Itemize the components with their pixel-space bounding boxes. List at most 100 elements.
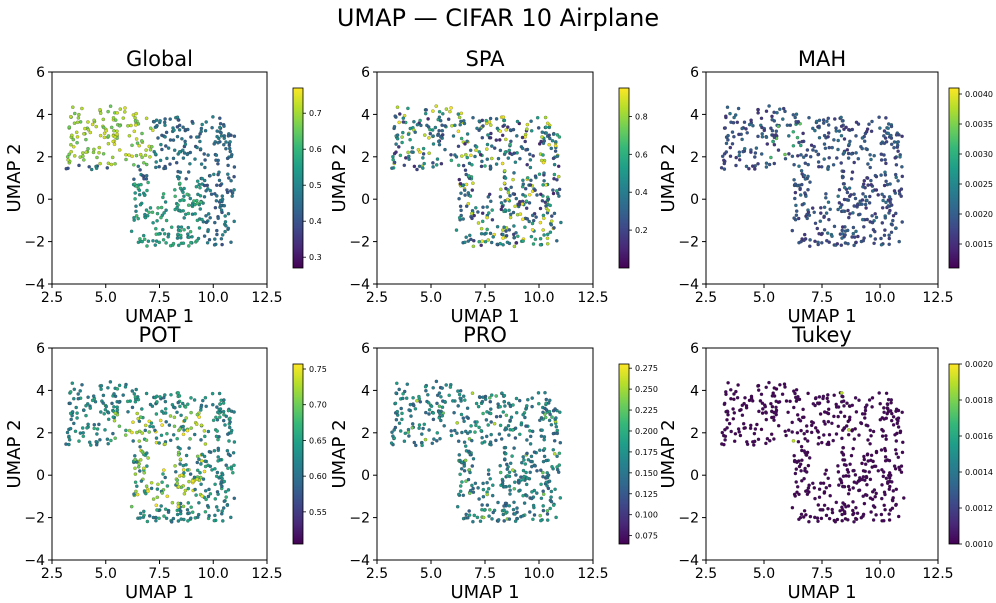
scatter-point bbox=[200, 217, 204, 222]
scatter-point bbox=[796, 216, 801, 221]
scatter-point bbox=[183, 139, 187, 144]
scatter-point bbox=[765, 142, 770, 146]
scatter-point bbox=[546, 197, 551, 202]
scatter-point bbox=[195, 179, 200, 183]
scatter-point bbox=[132, 215, 136, 220]
scatter-point bbox=[511, 403, 515, 407]
scatter-point bbox=[417, 164, 422, 169]
scatter-point bbox=[890, 480, 894, 484]
scatter-point bbox=[822, 503, 827, 508]
scatter-point bbox=[724, 114, 728, 118]
scatter-point bbox=[154, 232, 159, 236]
scatter-point bbox=[161, 237, 166, 242]
scatter-point bbox=[117, 383, 122, 388]
scatter-point bbox=[836, 424, 841, 429]
scatter-point bbox=[208, 173, 212, 178]
scatter-point bbox=[894, 409, 898, 414]
scatter-point bbox=[543, 115, 548, 120]
scatter-point bbox=[448, 109, 452, 114]
scatter-point bbox=[811, 401, 816, 406]
scatter-point bbox=[896, 149, 900, 153]
scatter-point bbox=[556, 164, 561, 169]
scatter-point bbox=[180, 401, 185, 406]
scatter-point bbox=[489, 432, 494, 437]
scatter-point bbox=[168, 438, 173, 443]
scatter-point bbox=[736, 427, 741, 431]
scatter-point bbox=[873, 237, 878, 241]
scatter-point bbox=[221, 506, 226, 510]
scatter-point bbox=[817, 395, 822, 399]
scatter-point bbox=[81, 151, 85, 155]
scatter-point bbox=[525, 493, 529, 498]
x-tick-label: 7.5 bbox=[148, 290, 170, 306]
scatter-point bbox=[500, 391, 504, 396]
scatter-point bbox=[557, 187, 562, 192]
scatter-point bbox=[186, 486, 191, 491]
scatter-point bbox=[157, 516, 161, 521]
scatter-point bbox=[840, 175, 845, 180]
scatter-point bbox=[807, 490, 811, 494]
scatter-point bbox=[163, 411, 168, 415]
scatter-point bbox=[112, 404, 116, 409]
scatter-point bbox=[549, 499, 554, 504]
y-tick-label: 4 bbox=[361, 383, 370, 399]
scatter-point bbox=[179, 413, 183, 418]
scatter-point bbox=[831, 438, 836, 443]
scatter-point bbox=[555, 238, 559, 243]
scatter-point bbox=[199, 162, 204, 166]
scatter-point bbox=[883, 507, 887, 512]
scatter-point bbox=[463, 142, 467, 146]
scatter-point bbox=[216, 455, 220, 459]
scatter-point bbox=[840, 518, 845, 523]
scatter-point bbox=[203, 442, 208, 446]
scatter-point bbox=[208, 464, 213, 469]
scatter-point bbox=[175, 125, 180, 129]
scatter-point bbox=[845, 147, 850, 152]
scatter-point bbox=[504, 427, 509, 431]
scatter-point bbox=[485, 215, 489, 220]
scatter-point bbox=[115, 129, 119, 133]
scatter-point bbox=[870, 396, 875, 400]
scatter-point bbox=[178, 186, 183, 191]
scatter-point bbox=[756, 437, 761, 442]
x-axis-label: UMAP 1 bbox=[450, 582, 519, 603]
scatter-point bbox=[508, 142, 512, 147]
scatter-point bbox=[756, 107, 760, 112]
scatter-point bbox=[183, 488, 188, 493]
scatter-point bbox=[554, 416, 558, 420]
scatter-point bbox=[545, 512, 550, 516]
scatter-point bbox=[218, 402, 222, 406]
scatter-point bbox=[229, 178, 233, 183]
scatter-point bbox=[505, 473, 510, 478]
scatter-point bbox=[472, 213, 477, 218]
scatter-point bbox=[803, 191, 807, 195]
scatter-point bbox=[86, 120, 90, 124]
scatter-point bbox=[177, 128, 182, 132]
scatter-point bbox=[75, 140, 79, 145]
scatter-point bbox=[851, 468, 855, 473]
scatter-point bbox=[129, 504, 134, 509]
scatter-point bbox=[861, 514, 865, 518]
scatter-point bbox=[749, 394, 754, 399]
scatter-point bbox=[479, 164, 484, 169]
scatter-point bbox=[826, 116, 831, 121]
x-tick-label: 7.5 bbox=[148, 566, 170, 582]
scatter-point bbox=[198, 207, 203, 211]
scatter-point bbox=[891, 213, 896, 218]
scatter-point bbox=[440, 413, 445, 418]
scatter-point bbox=[492, 421, 497, 426]
scatter-point bbox=[195, 515, 200, 520]
scatter-point bbox=[213, 513, 217, 518]
scatter-point bbox=[89, 443, 93, 447]
scatter-point bbox=[770, 404, 775, 409]
scatter-point bbox=[226, 226, 231, 231]
scatter-point bbox=[230, 194, 234, 198]
scatter-point bbox=[206, 227, 210, 232]
scatter-point bbox=[132, 392, 137, 396]
colorbar-tick-label: 0.0020 bbox=[965, 210, 993, 219]
x-tick-label: 12.5 bbox=[577, 290, 608, 306]
scatter-point bbox=[84, 150, 88, 154]
scatter-point bbox=[185, 402, 190, 407]
scatter-point bbox=[732, 411, 737, 415]
